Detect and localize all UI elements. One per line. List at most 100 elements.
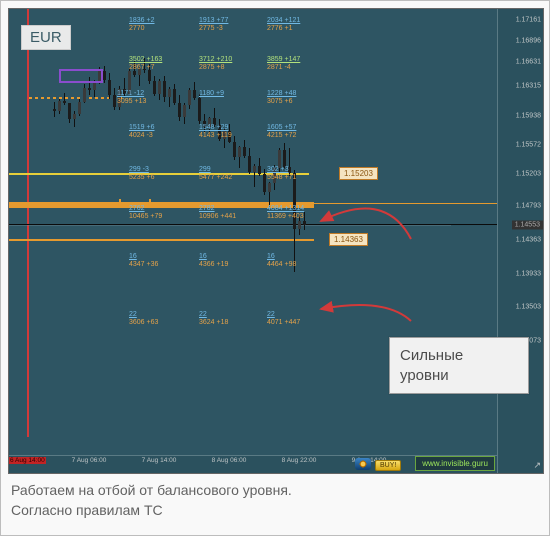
callout-line-2: уровни (400, 367, 449, 384)
callout-line-1: Сильные (400, 347, 463, 364)
volume-annotation: 2995477 +242 (199, 166, 232, 182)
candle-body (68, 103, 71, 120)
level-line (9, 224, 499, 225)
level-line (27, 203, 499, 204)
candle-body (153, 81, 156, 94)
dot-marker (71, 97, 74, 99)
candle-body (298, 221, 301, 229)
candle-body (243, 147, 246, 156)
dot-marker (47, 97, 50, 99)
candle-body (83, 88, 86, 102)
volume-annotation: 1548 +294143 +119 (199, 124, 232, 140)
candle-body (78, 102, 81, 114)
candle-body (183, 105, 186, 118)
x-tick: 8 Aug 22:00 (282, 457, 317, 464)
candle-body (258, 166, 261, 174)
y-tick: 1.16631 (516, 58, 541, 65)
x-tick: 7 Aug 14:00 (142, 457, 177, 464)
dot-marker (89, 97, 92, 99)
volume-annotation: 3859 +1472871 -4 (267, 56, 300, 72)
candle-body (163, 81, 166, 98)
candle-wick (64, 93, 65, 105)
tick-mark (119, 199, 121, 205)
candle-body (158, 81, 161, 94)
volume-annotation: 1913 +772775 -3 (199, 17, 228, 33)
strong-levels-callout: Сильные уровни (389, 337, 529, 394)
y-tick: 1.15572 (516, 141, 541, 148)
purple-highlight-rect (59, 69, 103, 83)
candle-body (173, 89, 176, 102)
expand-arrow-icon[interactable]: ↗ (533, 460, 541, 471)
y-tick: 1.14793 (516, 203, 541, 210)
x-tick: 7 Aug 06:00 (72, 457, 107, 464)
candle-body (268, 183, 271, 192)
candle-body (108, 80, 111, 95)
y-tick: 1.16896 (516, 37, 541, 44)
volume-annotation: 276210465 +79 (129, 205, 162, 221)
frame: 1836 +227701913 +772775 -32034 +1212776 … (0, 0, 550, 536)
volume-annotation: 2034 +1212776 +1 (267, 17, 300, 33)
candle-body (193, 90, 196, 98)
y-tick: 1.15203 (516, 170, 541, 177)
candle-body (63, 101, 66, 103)
price-tag: 1.14363 (329, 233, 368, 246)
volume-annotation: 164366 +19 (199, 253, 228, 269)
volume-annotation: 223624 +18 (199, 311, 228, 327)
time-marker-red: 6 Aug 14:00 (9, 457, 46, 464)
dot-marker (101, 97, 104, 99)
candle-body (103, 71, 106, 80)
volume-annotation: 1180 +9 (199, 90, 224, 98)
eye-icon[interactable] (355, 458, 371, 470)
candle-body (188, 90, 191, 105)
volume-annotation: 224071 +447 (267, 311, 300, 327)
x-tick: 8 Aug 06:00 (212, 457, 247, 464)
volume-annotation: 164347 +36 (129, 253, 158, 269)
volume-annotation: 299 -35235 +6 (129, 166, 155, 182)
candle-body (278, 150, 281, 168)
candle-body (283, 150, 286, 167)
volume-annotation: 223606 +63 (129, 311, 158, 327)
currency-label: EUR (21, 25, 71, 50)
volume-annotation: 3502 +1632867 +7 (129, 56, 162, 72)
dot-marker (29, 97, 32, 99)
candle-body (113, 95, 116, 108)
y-tick: 1.16315 (516, 83, 541, 90)
candle-body (178, 103, 181, 118)
candle-body (73, 114, 76, 120)
candle-body (53, 109, 56, 111)
y-tick: 1.14363 (516, 236, 541, 243)
candle-body (263, 174, 266, 192)
candle-body (88, 88, 91, 90)
candle-body (168, 89, 171, 97)
dot-marker (95, 97, 98, 99)
y-tick: 1.15938 (516, 113, 541, 120)
candle-body (253, 166, 256, 172)
volume-annotation: 3712 +2102875 +8 (199, 56, 232, 72)
caption-line-1: Работаем на отбой от балансового уровня. (11, 482, 292, 498)
current-price-marker: 1.14553 (512, 220, 543, 229)
session-divider-line (27, 9, 29, 437)
y-tick: 1.17161 (516, 16, 541, 23)
candle-body (238, 147, 241, 156)
candle-body (233, 142, 236, 157)
volume-annotation: 1228 +483075 +6 (267, 90, 296, 106)
volume-annotation: 1171 -123095 +13 (117, 90, 146, 106)
y-tick: 1.13503 (516, 304, 541, 311)
buy-button[interactable]: BUY! (375, 460, 401, 471)
volume-annotation: 4084 +131411369 +403 (267, 205, 304, 221)
volume-annotation: 1605 +574215 +72 (267, 124, 296, 140)
volume-annotation: 1519 +64024 -3 (129, 124, 155, 140)
dot-marker (53, 97, 56, 99)
dot-marker (41, 97, 44, 99)
candle-body (303, 221, 306, 225)
caption-line-2: Согласно правилам ТС (11, 502, 163, 518)
candle-body (248, 156, 251, 172)
volume-annotation: 278210906 +441 (199, 205, 236, 221)
caption: Работаем на отбой от балансового уровня.… (11, 481, 539, 520)
volume-annotation: 164464 +98 (267, 253, 296, 269)
volume-annotation: 302 +35548 +71 (267, 166, 296, 182)
candle-body (58, 101, 61, 111)
website-link[interactable]: www.invisible.guru (415, 456, 495, 471)
dot-marker (65, 97, 68, 99)
price-axis: 1.17161 1.16896 1.16631 1.16315 1.15938 1.155… (497, 9, 543, 473)
